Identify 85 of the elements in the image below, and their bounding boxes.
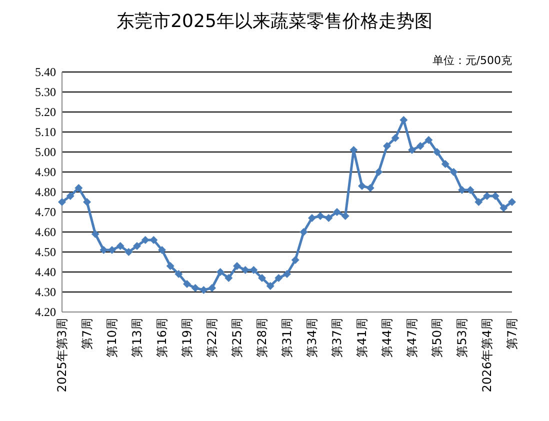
point [391, 134, 400, 142]
point [283, 270, 291, 278]
y-tick-label: 4.30 [35, 285, 56, 300]
point [433, 148, 441, 156]
point [174, 270, 183, 278]
point [358, 182, 366, 190]
point [74, 184, 83, 192]
y-tick-label: 4.90 [35, 165, 56, 180]
point [508, 198, 516, 206]
x-tick-label: 第50周 [430, 318, 444, 358]
x-tick-label: 第41周 [355, 318, 369, 358]
point [450, 168, 458, 176]
x-tick-label: 第34周 [305, 318, 319, 358]
point [200, 286, 208, 294]
point [291, 256, 300, 264]
point [308, 214, 316, 222]
point [441, 160, 450, 168]
point [324, 214, 333, 222]
point [133, 242, 141, 250]
point [233, 262, 241, 270]
point [350, 146, 358, 154]
point [83, 198, 91, 206]
x-tick-label: 第53周 [455, 318, 469, 358]
point [158, 246, 166, 254]
x-tick-label: 第7周 [505, 318, 519, 350]
y-tick-label: 5.40 [35, 65, 56, 80]
x-tick-label: 第19周 [180, 318, 194, 358]
point [124, 248, 133, 256]
point [208, 284, 216, 292]
point [266, 282, 274, 290]
point [424, 136, 433, 144]
point [366, 184, 374, 192]
point [250, 266, 258, 274]
y-tick-label: 4.70 [35, 205, 56, 220]
point [91, 230, 100, 238]
x-tick-label: 第22周 [205, 318, 219, 358]
x-tick-label: 第28周 [255, 318, 269, 358]
x-tick-label: 2026年第4周 [480, 318, 494, 392]
point [224, 274, 233, 282]
point [316, 212, 324, 220]
point [183, 280, 191, 288]
y-tick-label: 4.60 [35, 225, 56, 240]
y-tick-label: 5.10 [35, 125, 56, 140]
y-tick-label: 5.20 [35, 105, 56, 120]
point [458, 186, 466, 194]
x-tick-label: 第7周 [80, 318, 94, 350]
x-tick-label: 第47周 [405, 318, 419, 358]
point [383, 142, 391, 150]
x-tick-label: 第37周 [330, 318, 344, 358]
y-tick-label: 4.20 [35, 305, 56, 320]
y-tick-label: 5.00 [35, 145, 56, 160]
point [241, 266, 250, 274]
point [333, 208, 341, 216]
x-tick-label: 第44周 [380, 318, 394, 358]
x-tick-label: 第25周 [230, 318, 244, 358]
point [150, 236, 158, 244]
point [108, 246, 116, 254]
point [166, 262, 174, 270]
y-tick-label: 5.30 [35, 85, 56, 100]
point [274, 274, 283, 282]
text: 单位：元/500克 [432, 54, 512, 67]
y-tick-label: 4.50 [35, 245, 56, 260]
point [141, 236, 150, 244]
point [483, 192, 491, 200]
y-tick-label: 4.40 [35, 265, 56, 280]
point [300, 228, 308, 236]
point [416, 142, 424, 150]
point [374, 168, 383, 176]
point [66, 192, 74, 200]
x-tick-label: 第16周 [155, 318, 169, 358]
y-tick-label: 4.80 [35, 185, 56, 200]
point [216, 268, 224, 276]
point [258, 274, 266, 282]
point [500, 204, 508, 212]
point [58, 198, 66, 206]
x-tick-label: 2025年第3周 [55, 318, 69, 392]
x-tick-label: 第13周 [130, 318, 144, 358]
x-tick-label: 第10周 [105, 318, 119, 358]
point [116, 242, 124, 250]
x-tick-label: 第31周 [280, 318, 294, 358]
point [408, 146, 416, 154]
chart-title: 东莞市2025年以来蔬菜零售价格走势图 [116, 11, 432, 32]
point [474, 198, 483, 206]
point [191, 284, 200, 292]
point [341, 212, 350, 220]
